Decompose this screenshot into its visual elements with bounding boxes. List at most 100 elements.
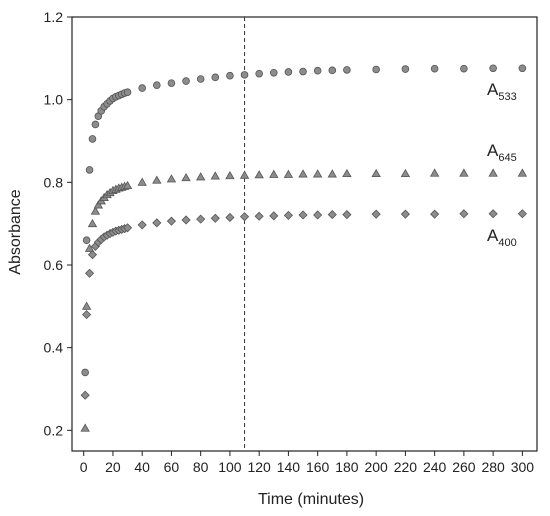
data-point-a400: [283, 210, 293, 220]
data-point-a533: [123, 88, 132, 97]
y-tick-label: 1.2: [44, 9, 64, 25]
data-point-a400: [239, 212, 250, 222]
data-point-a645: [152, 175, 162, 184]
data-point-a400: [342, 210, 352, 220]
data-point-a533: [240, 71, 249, 79]
data-point-a533: [167, 79, 176, 87]
data-point-a533: [489, 64, 497, 73]
data-point-a533: [401, 65, 410, 73]
data-point-a645: [298, 169, 308, 178]
x-tick-label: 300: [511, 459, 535, 475]
data-point-a533: [153, 81, 161, 89]
x-tick-label: 0: [80, 459, 88, 475]
data-point-a400: [181, 215, 191, 225]
data-point-a533: [343, 66, 351, 74]
series-label-a533-main: A: [487, 80, 499, 99]
x-tick-label: 200: [364, 459, 388, 475]
data-point-a645: [81, 301, 92, 310]
data-point-a533: [91, 120, 100, 129]
data-point-a645: [283, 169, 294, 178]
data-point-a400: [400, 209, 410, 219]
x-tick-label: 240: [423, 459, 447, 475]
data-point-a400: [254, 211, 264, 221]
x-tick-label: 20: [105, 459, 121, 475]
y-axis-title: Absorbance: [7, 189, 24, 274]
x-tick-label: 220: [394, 459, 418, 475]
data-point-a645: [342, 168, 352, 178]
data-point-a645: [459, 168, 469, 177]
x-tick-label: 160: [306, 459, 330, 475]
data-point-a400: [313, 210, 323, 220]
data-point-a645: [327, 169, 337, 178]
data-point-a533: [88, 135, 97, 143]
x-axis-title: Time (minutes): [258, 491, 364, 508]
data-point-a533: [211, 73, 220, 82]
data-point-a400: [269, 211, 279, 221]
data-point-a533: [328, 66, 337, 75]
data-point-a645: [400, 168, 411, 178]
data-point-a533: [196, 75, 205, 83]
data-point-a400: [82, 310, 92, 320]
data-point-a533: [430, 64, 439, 73]
x-tick-label: 260: [452, 459, 476, 475]
data-point-a533: [299, 67, 307, 76]
y-tick-label: 0.2: [44, 422, 64, 438]
data-point-a533: [81, 368, 89, 377]
series-label-a645: A645: [487, 141, 517, 164]
series-label-a645-main: A: [487, 141, 499, 160]
data-point-a400: [152, 218, 162, 228]
data-point-a645: [80, 423, 90, 432]
data-point-a400: [517, 209, 527, 219]
data-point-a645: [181, 172, 191, 182]
data-point-a400: [87, 250, 98, 260]
plot-frame: [71, 16, 538, 452]
data-point-a645: [312, 169, 323, 178]
x-tick-label: 100: [218, 459, 242, 475]
y-tick-label: 1.0: [44, 92, 64, 108]
x-tick-label: 120: [247, 459, 271, 475]
data-point-a533: [284, 68, 293, 76]
data-point-a400: [298, 210, 308, 220]
data-point-a645: [429, 168, 440, 177]
y-tick-label: 0.4: [44, 340, 64, 356]
data-point-a400: [210, 213, 220, 223]
data-point-a533: [518, 64, 527, 73]
data-point-a645: [87, 218, 98, 228]
data-point-a533: [460, 64, 468, 73]
data-point-a645: [166, 174, 177, 183]
data-point-a533: [138, 84, 146, 92]
series-a533: [81, 64, 527, 377]
x-tick-label: 60: [164, 459, 180, 475]
data-point-a533: [82, 236, 91, 245]
data-point-a645: [90, 206, 101, 215]
y-tick-label: 0.8: [44, 174, 64, 190]
series-label-a400-main: A: [487, 226, 499, 245]
data-point-a400: [371, 209, 381, 219]
data-point-a400: [459, 209, 469, 219]
data-point-a645: [371, 168, 381, 178]
data-point-a645: [517, 168, 528, 177]
x-tick-label: 180: [335, 459, 359, 475]
data-point-a400: [196, 214, 206, 224]
x-tick-label: 40: [134, 459, 150, 475]
data-point-a400: [80, 390, 90, 400]
data-point-a533: [255, 69, 263, 78]
data-point-a645: [239, 170, 250, 179]
x-tick-label: 140: [277, 459, 301, 475]
data-point-a645: [269, 169, 279, 178]
data-point-a400: [123, 223, 133, 233]
x-tick-label: 280: [481, 459, 505, 475]
data-point-a645: [93, 200, 104, 209]
data-point-a400: [327, 210, 337, 220]
data-point-a645: [210, 171, 220, 180]
data-point-a645: [195, 172, 206, 181]
data-point-a400: [166, 216, 176, 226]
data-point-a645: [488, 168, 498, 177]
series-label-a645-sub: 645: [498, 152, 516, 164]
data-point-a645: [137, 177, 147, 186]
data-point-a645: [84, 243, 95, 252]
data-point-a645: [254, 170, 264, 179]
data-point-a400: [225, 212, 235, 223]
series-label-a400: A400: [487, 226, 517, 249]
